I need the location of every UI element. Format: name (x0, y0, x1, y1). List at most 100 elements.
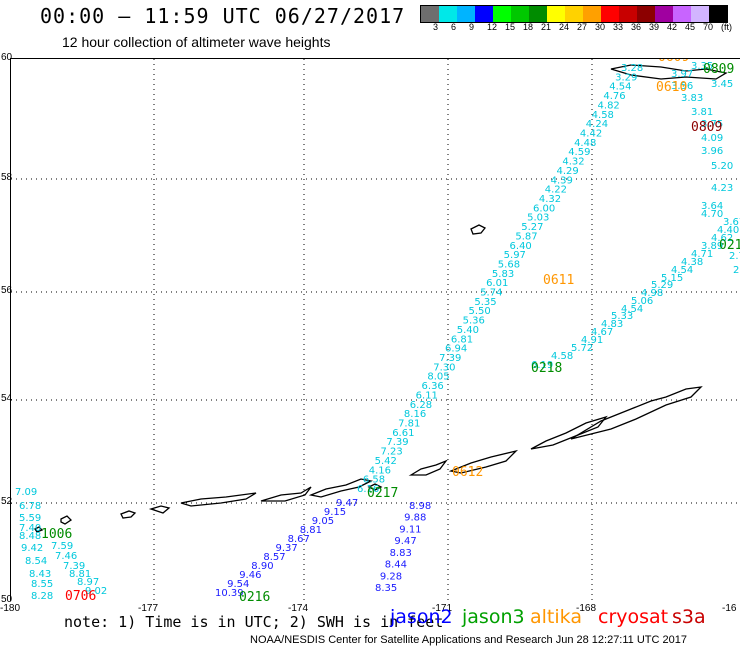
swh-value-label: 7.59 (51, 541, 73, 552)
swh-value-label: 6.01 (486, 278, 508, 289)
swh-value-label: 7.23 (380, 447, 402, 458)
swh-value-label: 4.32 (539, 194, 561, 205)
swh-value-label: 5.35 (474, 297, 496, 308)
swh-value-label: 9.54 (227, 579, 249, 590)
credit-line: NOAA/NESDIS Center for Satellite Applica… (250, 634, 687, 646)
scale-label: 39 (649, 22, 660, 32)
swh-value-label: 2.7 (729, 251, 740, 262)
swh-value-label: 4.48 (574, 138, 596, 149)
scale-label: 9 (469, 22, 475, 32)
swh-value-label: 5.97 (504, 250, 526, 261)
swh-value-label: 5.20 (711, 161, 733, 172)
pass-time-label: 0611 (543, 273, 574, 288)
scale-label: 30 (595, 22, 606, 32)
lon-label-174: -174 (288, 603, 309, 614)
swh-value-label: 6.58 (363, 475, 385, 486)
scale-swatch (457, 6, 475, 22)
lat-label-60: 60 (1, 52, 13, 63)
swh-value-label: 5.72 (571, 343, 593, 354)
swh-value-label: 9.47 (394, 536, 416, 547)
swh-value-label: 9.28 (380, 571, 402, 582)
swh-value-label: 4.59 (568, 147, 590, 158)
scale-swatch (493, 6, 511, 22)
swh-value-label: 4.70 (701, 209, 723, 220)
lat-label-56: 56 (1, 285, 13, 296)
swh-value-label: 8.55 (31, 579, 53, 590)
swh-value-label: 3.83 (681, 93, 703, 104)
swh-value-label: 8.57 (263, 552, 285, 563)
swh-value-label: 6.16 (357, 484, 379, 495)
swh-value-label: 4.76 (603, 91, 625, 102)
swh-value-label: 5.06 (631, 296, 653, 307)
map-title: 00:00 – 11:59 UTC 06/27/2017 (40, 4, 406, 28)
scale-label: 6 (451, 22, 457, 32)
swh-value-label: 8.54 (25, 556, 47, 567)
swh-value-label: 3.29 (615, 72, 637, 83)
swh-value-label: 4.98 (641, 288, 663, 299)
scale-swatch (583, 6, 601, 22)
swh-value-label: 9.15 (324, 507, 346, 518)
scale-swatch (529, 6, 547, 22)
swh-value-label: 8.35 (375, 583, 397, 594)
swh-value-label: 3.97 (671, 69, 693, 80)
scale-swatch (439, 6, 457, 22)
swh-value-label: 3.67 (723, 217, 740, 228)
swh-value-label: 6.78 (19, 501, 41, 512)
swh-value-label: 7.39 (439, 353, 461, 364)
swh-value-label: 7.81 (398, 419, 420, 430)
altimeter-map: 9.47 9.15 9.05 8.81 8.67 9.37 8.57 8.90 9.46 9.54… (10, 58, 740, 601)
swh-value-label: 4.82 (598, 100, 620, 111)
swh-value-label: 3.81 (691, 107, 713, 118)
swh-value-label: 3.28 (621, 63, 643, 74)
swh-value-label: 5.68 (498, 259, 520, 270)
lon-label-168: -168 (576, 603, 597, 614)
swh-value-label: 6.81 (451, 334, 473, 345)
swh-value-label: 7.39 (63, 561, 85, 572)
swh-value-label: 8.83 (390, 548, 412, 559)
pass-time-label: 0612 (452, 465, 483, 480)
color-scale-labels: 3 6 9 12 15 18 21 24 27 30 33 36 39 42 45 70 (ft) (420, 22, 740, 34)
swh-value-label: 3.45 (711, 79, 733, 90)
swh-value-label: 8.98 (409, 501, 431, 512)
swh-value-label: 6.61 (392, 428, 414, 439)
swh-value-label: 6.28 (410, 400, 432, 411)
pass-time-label: 1006 (41, 527, 72, 542)
swh-value-label: 8.28 (31, 591, 53, 601)
scale-swatch (601, 6, 619, 22)
swh-value-label: 9.88 (404, 513, 426, 524)
swh-value-label: 4.38 (681, 257, 703, 268)
lon-label-165: -16 (722, 603, 737, 614)
swh-value-label: 6.00 (533, 203, 555, 214)
swh-value-label: 8.48 (19, 531, 41, 542)
swh-value-label: 3.75 (701, 119, 723, 130)
scale-label: 21 (541, 22, 552, 32)
swh-value-label: 4.62 (711, 233, 733, 244)
scale-swatch (619, 6, 637, 22)
swh-value-label: 8.16 (404, 409, 426, 420)
scale-swatch (565, 6, 583, 22)
scale-swatch (691, 6, 709, 22)
swh-value-label: 4.91 (581, 335, 603, 346)
swh-value-label: 5.59 (19, 513, 41, 524)
lat-label-50: 50 (1, 594, 13, 605)
swh-value-label: 4.22 (545, 185, 567, 196)
swh-value-label: 3.56 (671, 81, 693, 92)
scale-label: 12 (487, 22, 498, 32)
scale-swatch (655, 6, 673, 22)
scale-label: 36 (631, 22, 642, 32)
swh-value-label: 8.67 (288, 534, 310, 545)
swh-value-label: 8.44 (385, 560, 407, 571)
scale-swatch (421, 6, 439, 22)
swh-value-label: 6.40 (510, 241, 532, 252)
swh-value-label: 4.40 (717, 225, 739, 236)
swh-value-label: 6.94 (445, 344, 467, 355)
wave-height-tracks: 9.479.159.058.818.679.378.578.909.469.54… (15, 61, 740, 601)
swh-value-label: 7.09 (15, 487, 37, 498)
swh-value-label: 5.36 (463, 316, 485, 327)
lon-label-180: -180 (0, 603, 21, 614)
legend-s3a: s3a (672, 606, 706, 628)
swh-value-label: 8.81 (300, 525, 322, 536)
scale-label: 27 (577, 22, 588, 32)
pass-time-label: 0809 (703, 62, 734, 77)
swh-value-label: 5.83 (492, 269, 514, 280)
